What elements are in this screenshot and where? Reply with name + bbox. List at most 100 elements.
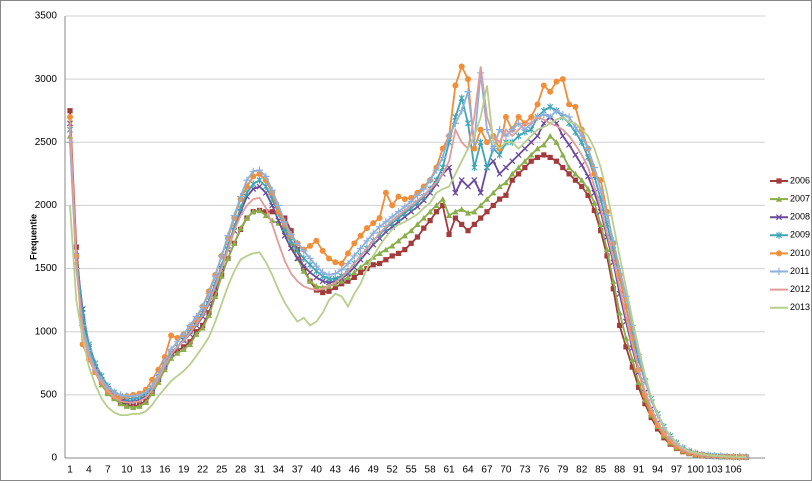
x-tick-label: 22 bbox=[197, 465, 209, 476]
marker bbox=[458, 206, 465, 212]
marker bbox=[401, 232, 408, 239]
y-tick-label: 0 bbox=[51, 453, 57, 464]
marker bbox=[445, 212, 453, 219]
marker bbox=[117, 400, 124, 407]
marker bbox=[344, 250, 351, 257]
x-tick-label: 13 bbox=[140, 465, 152, 476]
marker bbox=[508, 126, 516, 134]
marker bbox=[351, 274, 357, 281]
legend-label: 2009 bbox=[790, 230, 810, 240]
marker bbox=[256, 176, 263, 184]
marker bbox=[451, 119, 459, 127]
marker bbox=[585, 192, 591, 198]
marker bbox=[776, 250, 782, 257]
x-tick-label: 106 bbox=[725, 465, 742, 476]
marker bbox=[439, 153, 447, 162]
marker bbox=[483, 139, 490, 146]
marker bbox=[325, 271, 333, 279]
y-tick-label: 500 bbox=[40, 389, 57, 400]
x-tick-label: 46 bbox=[349, 465, 361, 476]
x-tick-label: 49 bbox=[368, 465, 380, 476]
marker bbox=[483, 126, 491, 134]
marker bbox=[363, 237, 371, 245]
marker bbox=[553, 78, 560, 85]
marker bbox=[129, 392, 137, 400]
x-tick-label: 94 bbox=[652, 465, 664, 476]
marker bbox=[540, 110, 548, 119]
marker bbox=[578, 161, 585, 169]
series bbox=[69, 85, 747, 458]
marker bbox=[357, 232, 364, 239]
marker bbox=[313, 274, 320, 281]
marker bbox=[515, 164, 522, 171]
marker bbox=[496, 183, 503, 190]
marker bbox=[230, 211, 238, 220]
marker bbox=[465, 228, 471, 234]
marker bbox=[547, 132, 554, 139]
marker bbox=[427, 208, 434, 215]
marker bbox=[515, 171, 522, 177]
marker bbox=[255, 166, 264, 174]
marker bbox=[262, 212, 269, 219]
marker bbox=[603, 211, 611, 220]
marker bbox=[566, 164, 573, 171]
marker bbox=[375, 223, 384, 231]
marker bbox=[610, 278, 617, 284]
marker bbox=[382, 218, 390, 226]
line bbox=[69, 72, 747, 458]
marker bbox=[281, 218, 289, 226]
marker bbox=[376, 215, 383, 222]
marker bbox=[458, 107, 466, 115]
x-tick-label: 34 bbox=[273, 465, 285, 476]
marker bbox=[294, 255, 301, 262]
marker bbox=[332, 259, 339, 266]
marker bbox=[566, 101, 573, 108]
x-tick-label: 85 bbox=[595, 465, 607, 476]
marker bbox=[477, 138, 484, 146]
marker bbox=[388, 213, 396, 221]
marker bbox=[521, 158, 528, 164]
marker bbox=[110, 388, 118, 396]
marker bbox=[471, 221, 477, 227]
marker bbox=[413, 191, 422, 199]
marker bbox=[142, 399, 149, 406]
marker bbox=[237, 225, 244, 231]
marker bbox=[552, 107, 561, 115]
marker bbox=[471, 208, 478, 215]
marker bbox=[471, 163, 478, 172]
marker bbox=[293, 239, 302, 247]
marker bbox=[300, 267, 307, 274]
x-tick-label: 82 bbox=[576, 465, 588, 476]
marker bbox=[452, 215, 458, 221]
marker bbox=[224, 255, 232, 262]
marker bbox=[363, 225, 370, 232]
marker bbox=[541, 152, 547, 158]
marker bbox=[496, 151, 503, 159]
marker bbox=[603, 246, 611, 253]
marker bbox=[383, 257, 389, 263]
marker bbox=[243, 214, 250, 221]
marker bbox=[502, 114, 509, 121]
marker bbox=[775, 267, 783, 276]
marker bbox=[180, 330, 188, 338]
x-tick-label: 103 bbox=[706, 465, 723, 476]
marker bbox=[528, 158, 534, 164]
marker bbox=[401, 196, 408, 203]
marker bbox=[553, 158, 560, 164]
legend-label: 2006 bbox=[790, 175, 810, 185]
marker bbox=[534, 101, 541, 108]
marker bbox=[168, 332, 175, 339]
marker bbox=[167, 345, 175, 353]
x-tick-label: 25 bbox=[216, 465, 228, 476]
legend-label: 2013 bbox=[790, 302, 810, 312]
x-tick-label: 19 bbox=[178, 465, 190, 476]
marker bbox=[604, 253, 610, 259]
marker bbox=[307, 269, 314, 276]
marker bbox=[180, 346, 187, 352]
marker bbox=[459, 221, 465, 227]
marker bbox=[559, 132, 566, 139]
marker bbox=[591, 207, 597, 214]
marker bbox=[287, 230, 295, 239]
marker bbox=[313, 283, 320, 289]
